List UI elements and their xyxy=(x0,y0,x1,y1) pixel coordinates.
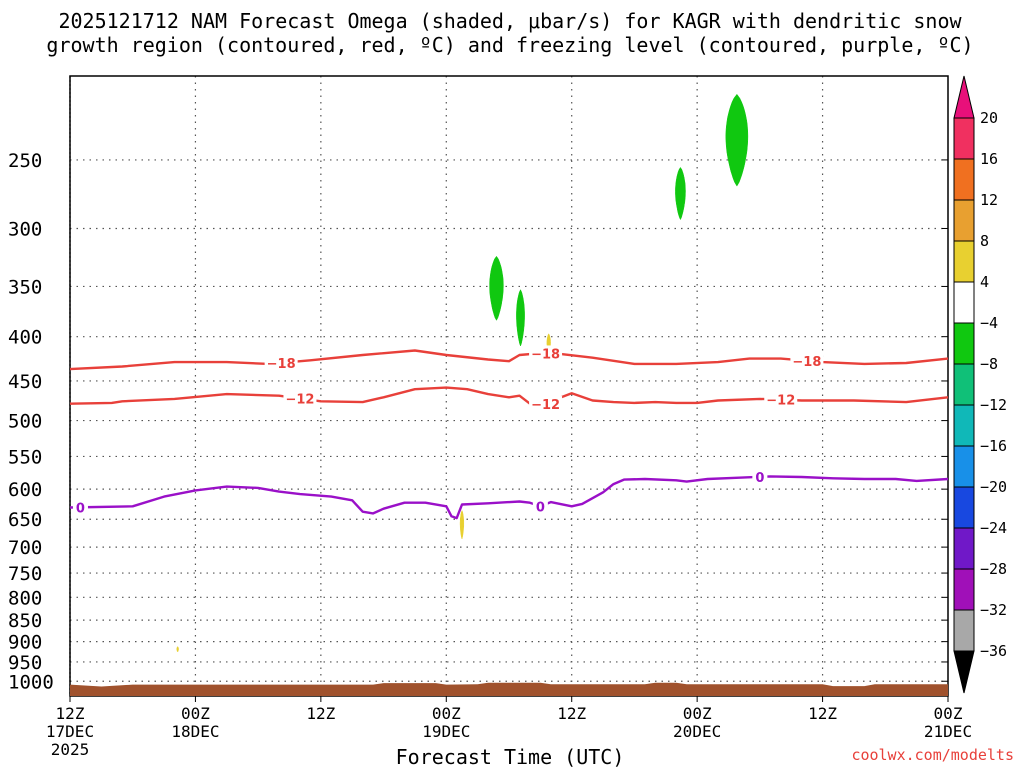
colorbar-top-arrow xyxy=(953,75,975,119)
x-tick-time-60: 00Z xyxy=(683,704,712,723)
colorbar-band-7 xyxy=(953,404,975,447)
x-tick-time-48: 12Z xyxy=(557,704,586,723)
x-tick-date-12: 18DEC xyxy=(171,722,219,741)
y-axis-tick-labels: 2503003504004505005506006507007508008509… xyxy=(8,150,948,693)
freezing-level-0c-label-1: 0 xyxy=(536,500,545,515)
dgz-minus-12-label-0: −12 xyxy=(285,393,314,408)
dgz-minus-12-label-bg-1 xyxy=(529,396,563,413)
chart-title-line1: 2025121712 NAM Forecast Omega (shaded, μ… xyxy=(58,9,962,33)
dgz-minus-18-label-0: −18 xyxy=(267,357,296,372)
x-tick-date-36: 19DEC xyxy=(422,722,470,741)
dgz-minus-12-label-1: −12 xyxy=(531,398,560,413)
y-tick-1000: 1000 xyxy=(8,671,54,693)
colorbar-label-0: 20 xyxy=(980,109,998,127)
x-tick-date-60: 20DEC xyxy=(673,722,721,741)
dgz-minus-18-line xyxy=(69,349,949,371)
freezing-level-0c-label-0: 0 xyxy=(76,501,85,516)
colorbar-band-9 xyxy=(953,486,975,529)
colorbar-band-6 xyxy=(953,363,975,406)
colorbar-band-10 xyxy=(953,527,975,570)
y-tick-700: 700 xyxy=(8,537,42,559)
colorbar-label-7: −12 xyxy=(980,396,1007,414)
dgz-minus-12-label-2: −12 xyxy=(766,394,795,409)
y-tick-350: 350 xyxy=(8,276,42,298)
dgz-minus-18-label-bg-0 xyxy=(264,354,298,371)
x-axis-label: Forecast Time (UTC) xyxy=(396,745,625,768)
blob-yellow-b xyxy=(459,509,465,540)
dgz-minus-12-label-bg-0 xyxy=(283,390,317,407)
y-tick-450: 450 xyxy=(8,371,42,393)
colorbar-label-9: −20 xyxy=(980,478,1007,496)
y-tick-600: 600 xyxy=(8,479,42,501)
dgz-minus-12-label-bg-2 xyxy=(764,391,798,408)
terrain-layer xyxy=(70,682,948,696)
x-tick-time-36: 00Z xyxy=(432,704,461,723)
y-tick-650: 650 xyxy=(8,509,42,531)
colorbar-band-4 xyxy=(953,281,975,324)
blob-green-d xyxy=(516,289,525,347)
blob-green-a xyxy=(725,93,749,187)
x-tick-time-24: 12Z xyxy=(306,704,335,723)
y-tick-850: 850 xyxy=(8,610,42,632)
x-tick-date-84: 21DEC xyxy=(924,722,972,741)
ground-terrain xyxy=(70,682,948,696)
colorbar-label-8: −16 xyxy=(980,437,1007,455)
colorbar-label-4: 4 xyxy=(980,273,989,291)
freezing-level-0c-label-bg-1 xyxy=(532,498,548,515)
contour-layer: −18 −18 −18 −12 −12 −12 0 0 0 xyxy=(69,345,949,520)
y-tick-950: 950 xyxy=(8,652,42,674)
x-tick-time-84: 00Z xyxy=(934,704,963,723)
colorbar-label-5: −4 xyxy=(980,314,998,332)
dgz-minus-18-label-bg-1 xyxy=(529,345,563,362)
colorbar-band-8 xyxy=(953,445,975,488)
y-tick-300: 300 xyxy=(8,218,42,240)
plot-background xyxy=(70,76,948,696)
freezing-level-0c-label-bg-0 xyxy=(72,499,88,516)
dgz-minus-18-label-1: −18 xyxy=(531,347,560,362)
blob-green-c xyxy=(489,255,504,321)
colorbar-band-2 xyxy=(953,199,975,242)
y-tick-750: 750 xyxy=(8,563,42,585)
y-tick-400: 400 xyxy=(8,327,42,349)
x-tick-date-0: 17DEC xyxy=(46,722,94,741)
colorbar-label-13: −36 xyxy=(980,642,1007,660)
colorbar-label-1: 16 xyxy=(980,150,998,168)
colorbar-label-12: −32 xyxy=(980,601,1007,619)
colorbar-label-6: −8 xyxy=(980,355,998,373)
colorbar-label-11: −28 xyxy=(980,560,1007,578)
blob-yellow-c xyxy=(176,646,179,653)
y-tick-800: 800 xyxy=(8,587,42,609)
y-tick-550: 550 xyxy=(8,446,42,468)
y-tick-900: 900 xyxy=(8,632,42,654)
colorbar: 20 16 12 8 4 −4 −8 −12 −16 −20 −24 −28 −32 −36 xyxy=(953,75,1007,694)
freezing-level-0c-label-bg-2 xyxy=(752,468,768,485)
colorbar-label-10: −24 xyxy=(980,519,1007,537)
x-tick-time-12: 00Z xyxy=(181,704,210,723)
colorbar-bottom-arrow xyxy=(953,650,975,694)
blob-green-b xyxy=(675,166,686,221)
colorbar-band-12 xyxy=(953,609,975,652)
plot-area xyxy=(69,75,949,697)
colorbar-label-2: 12 xyxy=(980,191,998,209)
freezing-level-0c-line xyxy=(69,475,949,520)
colorbar-band-1 xyxy=(953,158,975,201)
x-tick-time-72: 12Z xyxy=(808,704,837,723)
x-tick-year-0: 2025 xyxy=(51,740,90,759)
freezing-level-0c-label-2: 0 xyxy=(755,471,764,486)
dgz-minus-18-label-2: −18 xyxy=(792,355,821,370)
chart-title-line2: growth region (contoured, red, ºC) and f… xyxy=(46,33,973,57)
colorbar-band-3 xyxy=(953,240,975,283)
dgz-minus-18-label-bg-2 xyxy=(790,352,824,369)
x-tick-time-0: 12Z xyxy=(56,704,85,723)
colorbar-band-11 xyxy=(953,568,975,611)
colorbar-label-3: 8 xyxy=(980,232,989,250)
y-tick-500: 500 xyxy=(8,411,42,433)
colorbar-band-0 xyxy=(953,117,975,160)
y-tick-250: 250 xyxy=(8,150,42,172)
credit-text: coolwx.com/modelts xyxy=(851,746,1014,764)
colorbar-band-5 xyxy=(953,322,975,365)
